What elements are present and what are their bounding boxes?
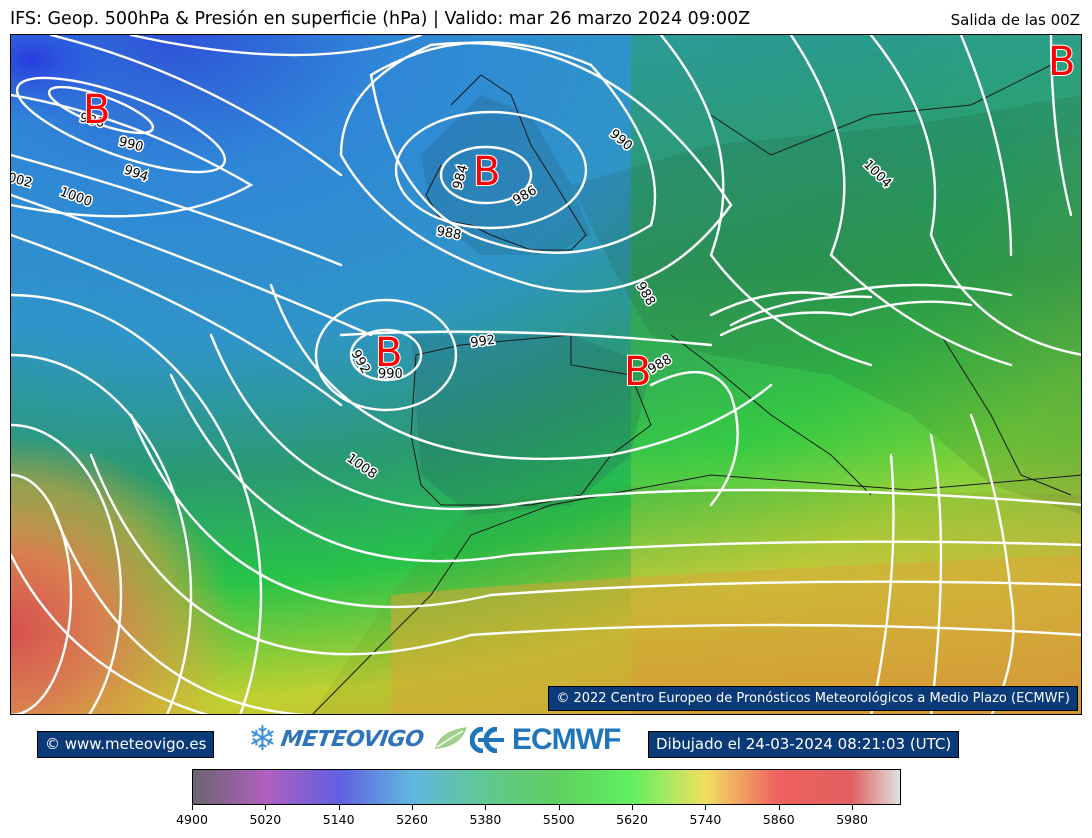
- colorbar-tick-label: 5860: [762, 812, 795, 827]
- meteovigo-logo: ❄ METEOVIGO: [248, 718, 469, 760]
- colorbar-tick-label: 5020: [249, 812, 282, 827]
- meteovigo-site-link[interactable]: © www.meteovigo.es: [37, 731, 215, 758]
- run-label: Salida de las 00Z: [950, 11, 1080, 29]
- low-marker-atlantic: B: [83, 87, 110, 133]
- map-title: IFS: Geop. 500hPa & Presión en superfici…: [10, 9, 751, 29]
- low-marker-baltic: B: [1048, 39, 1075, 85]
- geopotential-colorbar: [192, 769, 901, 805]
- colorbar-tick-label: 5740: [689, 812, 722, 827]
- colorbar-tick: [778, 805, 780, 810]
- colorbar-tick-label: 5260: [396, 812, 428, 827]
- colorbar-tick: [338, 805, 340, 810]
- low-marker-irish-sea: B: [473, 149, 500, 195]
- colorbar-tick: [192, 805, 193, 810]
- colorbar-tick: [265, 805, 267, 810]
- svg-text:992: 992: [469, 333, 496, 351]
- drawn-timestamp: Dibujado el 24-03-2024 08:21:03 (UTC): [648, 731, 960, 758]
- colorbar-tick-label: 5500: [542, 812, 575, 827]
- colorbar-tick-label: 5620: [616, 812, 648, 827]
- ecmwf-copyright: © 2022 Centro Europeo de Pronósticos Met…: [548, 686, 1078, 711]
- colorbar-tick: [632, 805, 634, 810]
- colorbar-tick: [412, 805, 414, 810]
- svg-text:002: 002: [11, 170, 34, 191]
- ecmwf-logo-text: ECMWF: [512, 723, 621, 756]
- low-marker-galicia: B: [375, 330, 402, 376]
- svg-text:990: 990: [378, 367, 403, 382]
- snowflake-icon: ❄: [248, 719, 277, 759]
- colorbar-tick: [485, 805, 487, 810]
- colorbar-tick: [705, 805, 707, 810]
- ecmwf-logo: ECMWF: [470, 723, 621, 757]
- svg-text:988: 988: [435, 224, 462, 243]
- low-marker-gulf-of-lion: B: [624, 349, 651, 395]
- colorbar-tick: [558, 805, 560, 810]
- forecast-map: 986 990 994 1000 002 984 986 988 990 988…: [10, 34, 1082, 715]
- map-canvas: 986 990 994 1000 002 984 986 988 990 988…: [11, 35, 1081, 714]
- low-pressure-markers: B B B B B: [82, 38, 1076, 396]
- colorbar-tick-label: 5380: [469, 812, 502, 827]
- ecmwf-emblem-icon: [470, 727, 504, 753]
- leaf-icon: [434, 727, 467, 749]
- colorbar-tick-label: 5140: [322, 812, 355, 827]
- colorbar-tick-label: 4900: [176, 812, 208, 827]
- meteovigo-logo-text: METEOVIGO: [278, 726, 425, 752]
- colorbar-tick: [852, 805, 854, 810]
- colorbar-tick-label: 5980: [836, 812, 868, 827]
